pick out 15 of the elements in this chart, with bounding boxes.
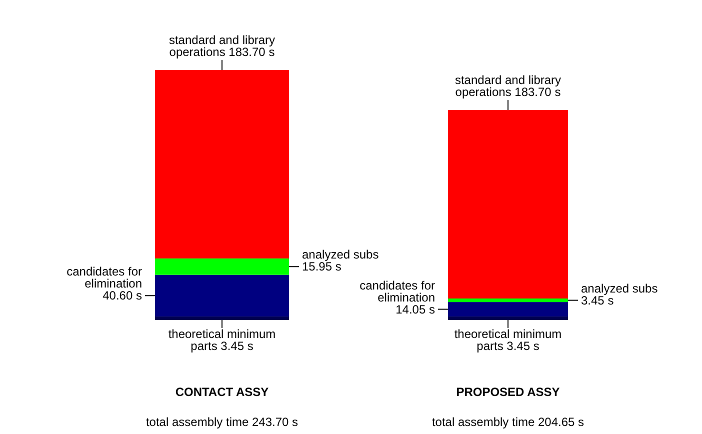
series-label: analyzed subs <box>302 248 379 262</box>
data-label: 15.95 s <box>302 260 342 274</box>
text: standard and library operations 183.70 s <box>168 33 276 59</box>
data-label: 40.60 s <box>102 288 142 303</box>
x-tick-label: CONTACT ASSY <box>175 385 269 399</box>
data-label: 14.05 s <box>396 302 435 316</box>
text: analyzed subs <box>581 281 658 296</box>
series-label: candidates for elimination <box>66 264 142 291</box>
text: total assembly time 204.65 s <box>432 415 584 429</box>
text: standard and library operations 183.70 s <box>454 73 562 100</box>
text: theoretical minimum parts 3.45 s <box>168 327 276 353</box>
text: candidates for elimination <box>360 278 435 304</box>
x-tick-label: PROPOSED ASSY <box>456 385 560 399</box>
text: total assembly time 243.70 s <box>146 415 298 429</box>
text: theoretical minimum parts 3.45 s <box>454 327 562 353</box>
